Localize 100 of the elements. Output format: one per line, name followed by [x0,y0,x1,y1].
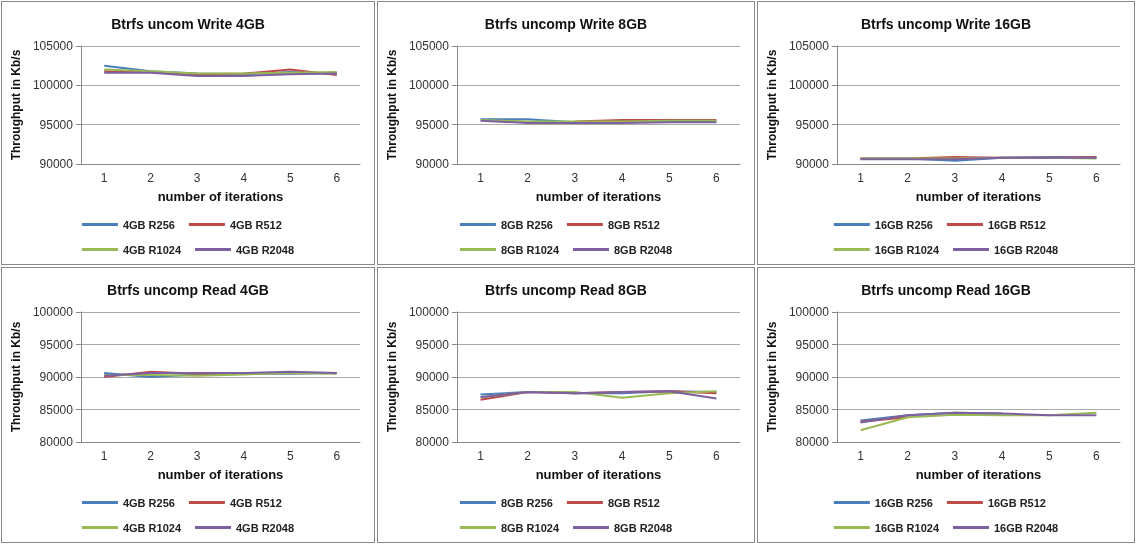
y-tick-label: 80000 [415,435,450,449]
y-tick-label: 95000 [415,117,450,132]
y-tick-label: 95000 [39,117,74,132]
x-tick-label: 5 [1045,449,1053,463]
chart-title: Btrfs uncomp Write 16GB [860,16,1032,32]
y-tick-label: 95000 [795,337,830,352]
x-tick-label: 3 [193,449,201,463]
x-tick-label: 6 [1093,449,1101,463]
x-axis-title: number of iterations [535,467,662,482]
x-tick-label: 6 [713,449,721,463]
y-tick-label: 100000 [32,78,74,93]
x-tick-label: 4 [618,449,626,463]
y-tick-label: 95000 [795,117,830,132]
x-tick-label: 1 [857,449,865,463]
legend-label: 16GB R1024 [874,521,940,534]
y-tick-label: 95000 [39,337,74,352]
x-tick-label: 6 [333,449,341,463]
y-tick-label: 100000 [788,305,830,319]
y-tick-label: 100000 [408,305,450,319]
x-tick-label: 1 [100,449,108,463]
x-tick-label: 5 [286,449,294,463]
x-axis-title: number of iterations [157,189,284,204]
chart-title: Btrfs uncomp Write 8GB [484,16,648,32]
legend-label: 4GB R256 [122,496,175,509]
legend-label: 4GB R2048 [236,521,295,534]
y-tick-label: 90000 [39,157,74,171]
y-axis-title: Throughput in Kb/s [9,321,23,433]
legend-label: 16GB R2048 [994,521,1059,534]
legend-label: 4GB R2048 [236,243,295,256]
x-tick-label: 3 [571,449,579,463]
y-tick-label: 85000 [415,402,450,417]
x-tick-label: 1 [100,171,108,185]
x-tick-label: 5 [1045,171,1053,185]
legend-label: 16GB R256 [874,496,933,509]
y-tick-label: 105000 [408,39,450,53]
x-tick-label: 1 [477,171,485,185]
y-tick-label: 100000 [788,78,830,93]
x-tick-label: 2 [904,449,912,463]
y-axis-title: Throughput in Kb/s [385,49,399,161]
y-tick-label: 85000 [39,402,74,417]
y-tick-label: 100000 [32,305,74,319]
chart-title: Btrfs uncomp Read 8GB [485,282,647,298]
y-tick-label: 90000 [415,157,450,171]
y-tick-label: 90000 [795,157,830,171]
y-tick-label: 105000 [32,39,74,53]
y-tick-label: 80000 [795,435,830,449]
legend-label: 8GB R2048 [614,521,673,534]
legend-label: 8GB R1024 [500,243,560,256]
x-tick-label: 5 [665,449,673,463]
x-axis-title: number of iterations [157,467,284,482]
x-tick-label: 3 [571,171,579,185]
legend-label: 4GB R256 [122,218,175,231]
x-axis-title: number of iterations [915,189,1042,204]
legend-label: 8GB R256 [500,496,553,509]
y-tick-label: 90000 [39,370,74,384]
y-tick-label: 85000 [795,402,830,417]
x-axis-title: number of iterations [915,467,1042,482]
legend-label: 8GB R256 [500,218,553,231]
x-tick-label: 4 [998,171,1006,185]
y-axis-title: Throughput in Kb/s [765,49,779,161]
x-tick-label: 2 [524,449,532,463]
y-tick-label: 100000 [408,78,450,93]
chart-title: Btrfs uncomp Read 4GB [107,282,269,298]
x-tick-label: 4 [618,171,626,185]
x-tick-label: 2 [904,171,912,185]
x-tick-label: 4 [240,171,248,185]
x-tick-label: 4 [240,449,248,463]
y-tick-label: 105000 [788,39,830,53]
x-axis-title: number of iterations [535,189,662,204]
legend-label: 4GB R1024 [122,521,182,534]
x-tick-label: 2 [147,449,155,463]
x-tick-label: 3 [951,171,959,185]
legend-label: 4GB R1024 [122,243,182,256]
legend-label: 16GB R512 [987,218,1046,231]
y-tick-label: 90000 [415,370,450,384]
y-axis-title: Throughput in Kb/s [385,321,399,433]
legend-label: 16GB R2048 [994,243,1059,256]
y-axis-title: Throughput in Kb/s [765,321,779,433]
x-tick-label: 1 [857,171,865,185]
x-tick-label: 3 [951,449,959,463]
chart-title: Btrfs uncom Write 4GB [111,16,265,32]
legend-label: 16GB R512 [987,496,1046,509]
x-tick-label: 3 [193,171,201,185]
y-axis-title: Throughput in Kb/s [9,49,23,161]
x-tick-label: 6 [1093,171,1101,185]
legend-label: 8GB R512 [607,496,660,509]
legend-label: 16GB R256 [874,218,933,231]
legend-label: 4GB R512 [229,496,282,509]
legend-label: 8GB R512 [607,218,660,231]
x-tick-label: 1 [477,449,485,463]
legend-label: 4GB R512 [229,218,282,231]
y-tick-label: 80000 [39,435,74,449]
legend-label: 8GB R1024 [500,521,560,534]
y-tick-label: 95000 [415,337,450,352]
x-tick-label: 2 [147,171,155,185]
x-tick-label: 5 [286,171,294,185]
chart-title: Btrfs uncomp Read 16GB [861,282,1031,298]
y-tick-label: 90000 [795,370,830,384]
x-tick-label: 6 [713,171,721,185]
x-tick-label: 4 [998,449,1006,463]
